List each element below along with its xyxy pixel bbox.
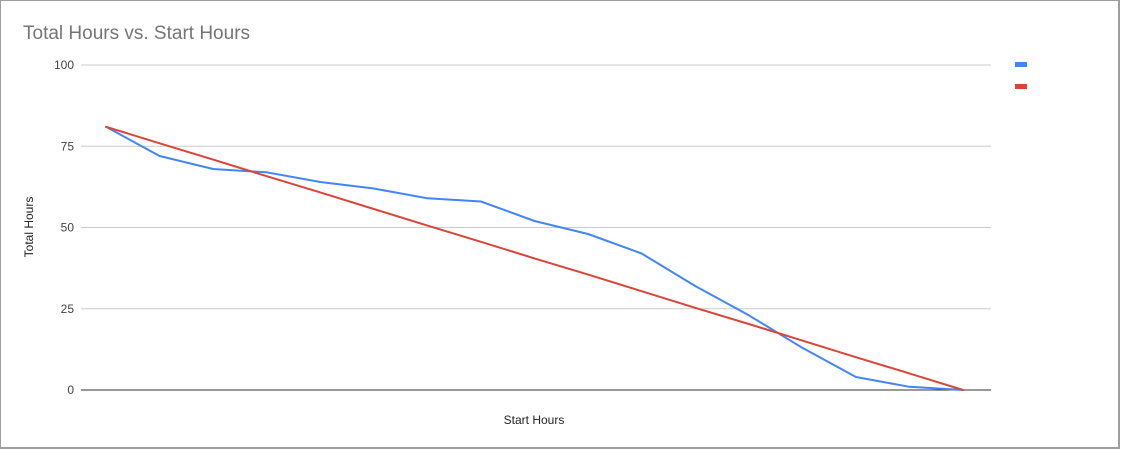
legend	[1015, 62, 1027, 89]
legend-swatch-1	[1015, 62, 1027, 67]
chart-title: Total Hours vs. Start Hours	[23, 23, 250, 44]
y-tick-label: 0	[67, 383, 74, 397]
y-tick-label: 75	[61, 139, 75, 153]
y-tick-label: 25	[61, 302, 75, 316]
y-tick-label: 50	[61, 221, 75, 235]
y-axis-label: Total Hours	[22, 197, 36, 258]
y-axis-ticks: 0 25 50 75 100	[54, 58, 74, 397]
series-line-2	[105, 125, 964, 391]
gridlines	[81, 64, 991, 310]
legend-swatch-2	[1015, 84, 1027, 89]
y-tick-label: 100	[54, 58, 74, 72]
series-lines	[105, 125, 964, 391]
x-axis-label: Start Hours	[504, 413, 565, 427]
